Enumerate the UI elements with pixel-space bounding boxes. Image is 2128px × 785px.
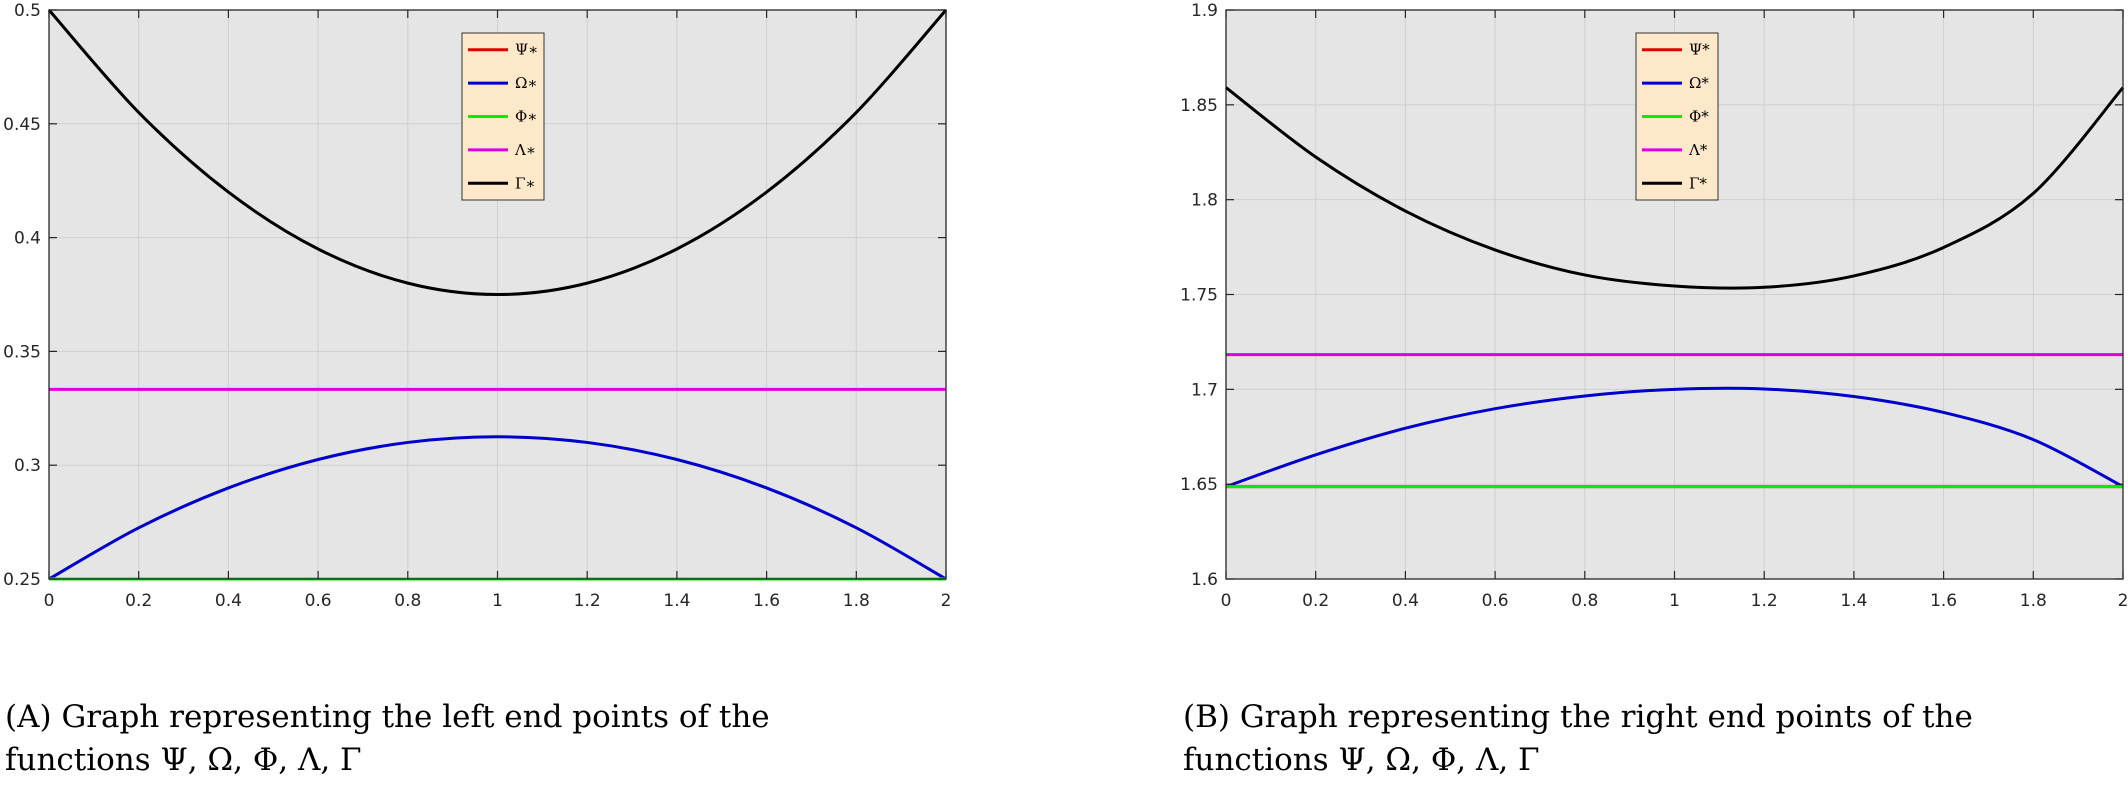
legend-a: Ψ∗ Ω∗ Φ∗ Λ∗ Γ∗ — [461, 32, 545, 201]
x-tick-label-b: 1.4 — [1840, 591, 1867, 611]
x-tick-label-b: 0 — [1221, 591, 1232, 611]
legend-b: Ψ* Ω* Φ* Λ* Γ* — [1635, 32, 1719, 201]
legend-label-omega-b: Ω* — [1689, 74, 1709, 92]
x-tick-label-b: 1.2 — [1751, 591, 1778, 611]
series-line-gamma-a — [47, 9, 948, 296]
y-tick-label-a: 0.45 — [3, 115, 41, 135]
x-tick-label-b: 0.8 — [1571, 591, 1598, 611]
x-tick-label-a: 0 — [44, 591, 55, 611]
x-tick-label-a: 1.6 — [753, 591, 780, 611]
y-tick-label-b: 1.75 — [1180, 286, 1218, 306]
legend-label-omega-a: Ω∗ — [515, 74, 538, 92]
y-tick-label-b: 1.65 — [1180, 475, 1218, 495]
y-tick-label-a: 0.25 — [3, 570, 41, 590]
x-tick-label-b: 1.8 — [2020, 591, 2047, 611]
chart-a: 0 0.2 0.4 0.6 0.8 1 1.2 1.4 1.6 1.8 2 0.25 0.3 0.35 0.… — [3, 1, 951, 611]
y-tick-label-a: 0.4 — [14, 229, 41, 249]
x-tick-label-a: 0.6 — [305, 591, 332, 611]
x-tick-label-a: 1 — [492, 591, 503, 611]
y-tick-label-a: 0.5 — [14, 1, 41, 21]
y-tick-label-b: 1.7 — [1191, 380, 1218, 400]
x-tick-label-a: 2 — [941, 591, 952, 611]
y-tick-label-a: 0.3 — [14, 456, 41, 476]
caption-b-tag: (B) — [1183, 699, 1230, 735]
y-tick-label-b: 1.6 — [1191, 570, 1218, 590]
caption-b-text: Graph representing the right end points … — [1183, 699, 1973, 778]
caption-b: (B) Graph representing the right end poi… — [1183, 696, 2083, 782]
y-tick-label-a: 0.35 — [3, 342, 41, 362]
series-line-omega-b — [1225, 386, 2124, 489]
x-tick-label-b: 0.2 — [1302, 591, 1329, 611]
y-tick-label-b: 1.8 — [1191, 191, 1218, 211]
legend-label-gamma-b: Γ* — [1689, 174, 1707, 192]
legend-label-psi-b: Ψ* — [1689, 41, 1710, 59]
legend-label-phi-a: Φ∗ — [515, 108, 538, 126]
caption-a-text: Graph representing the left end points o… — [5, 699, 770, 778]
caption-a: (A) Graph representing the left end poin… — [5, 696, 905, 782]
legend-label-phi-b: Φ* — [1689, 108, 1709, 126]
x-tick-label-a: 0.8 — [394, 591, 421, 611]
legend-label-lambda-a: Λ∗ — [514, 141, 536, 159]
x-tick-label-a: 1.8 — [843, 591, 870, 611]
legend-label-gamma-a: Γ∗ — [515, 174, 536, 192]
x-tick-label-b: 0.6 — [1482, 591, 1509, 611]
x-tick-label-a: 1.2 — [574, 591, 601, 611]
legend-label-lambda-b: Λ* — [1688, 141, 1708, 159]
x-tick-label-a: 1.4 — [663, 591, 690, 611]
chart-b: 0 0.2 0.4 0.6 0.8 1 1.2 1.4 1.6 1.8 2 1.6 1.65 1.7 1.7… — [1180, 1, 2128, 611]
x-tick-label-a: 0.4 — [215, 591, 242, 611]
series-line-omega-a — [48, 435, 947, 581]
x-tick-label-b: 2 — [2118, 591, 2128, 611]
y-tick-label-b: 1.85 — [1180, 96, 1218, 116]
series-line-gamma-b — [1225, 86, 2125, 290]
legend-label-psi-a: Ψ∗ — [515, 41, 538, 59]
y-tick-label-b: 1.9 — [1191, 1, 1218, 21]
x-tick-label-b: 0.4 — [1392, 591, 1419, 611]
x-tick-label-b: 1.6 — [1930, 591, 1957, 611]
caption-a-tag: (A) — [5, 699, 52, 735]
x-tick-label-b: 1 — [1669, 591, 1680, 611]
x-tick-label-a: 0.2 — [125, 591, 152, 611]
